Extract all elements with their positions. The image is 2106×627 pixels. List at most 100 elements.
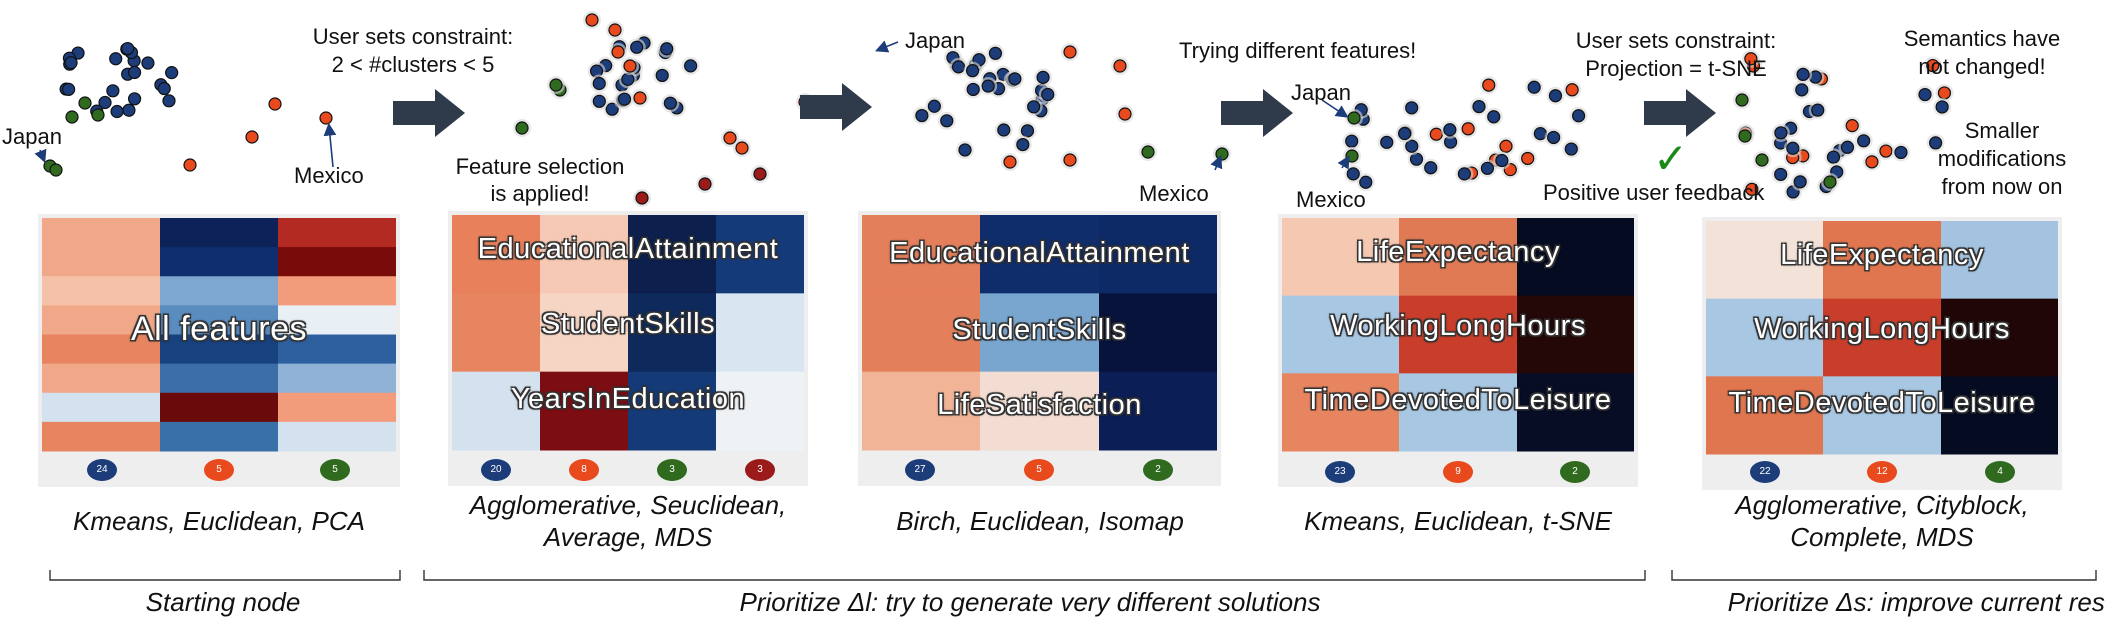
scatter-point [98, 95, 112, 110]
heatmap-labels-5: LifeExpectancy WorkingLongHours TimeDevo… [1706, 221, 2058, 454]
scatter-point [1405, 139, 1419, 153]
scatter-point [1398, 126, 1412, 141]
scatter-point [617, 92, 632, 106]
annotation-smaller-3: from now on [1941, 174, 2063, 199]
scatter-point [1495, 153, 1509, 168]
scatter-point [245, 130, 259, 144]
annotation-mexico-3: Mexico [1139, 181, 1209, 206]
cluster-badge: 22 [1750, 461, 1780, 483]
scatter-point [1823, 175, 1837, 189]
scatter-point [1521, 151, 1535, 166]
scatter-point [127, 92, 142, 106]
feature-label: WorkingLongHours [1330, 310, 1586, 342]
cluster-badge: 5 [204, 459, 234, 481]
heatmap-cell [278, 334, 396, 365]
arrow-right-icon [800, 83, 872, 131]
arrow-right-icon [393, 89, 465, 137]
scatter-point [1429, 127, 1443, 141]
heatmap-labels-2: EducationalAttainment StudentSkills Year… [452, 215, 804, 450]
scatter-point [1565, 83, 1579, 97]
scatter-point [698, 177, 712, 191]
feature-label: TimeDevotedToLeisure [1728, 387, 2036, 419]
scatter-point [62, 82, 76, 96]
scatter-point [981, 79, 995, 93]
cluster-badge: 3 [657, 459, 687, 481]
scatter-point [997, 123, 1011, 137]
heatmap-cell [278, 305, 396, 335]
scatter-point [915, 108, 929, 123]
cluster-badge: 20 [481, 459, 511, 481]
heatmap-cell [1517, 218, 1634, 297]
heatmap-cell [716, 371, 804, 451]
scatter-point [1937, 86, 1952, 100]
scatter-point [122, 103, 136, 117]
annotation-japan-4: Japan [1291, 80, 1351, 105]
scatter-point [1793, 175, 1807, 189]
scatter-point [1424, 161, 1438, 175]
heatmap-cell [1823, 221, 1941, 300]
pointer-arrow [1321, 99, 1349, 118]
annotation-smaller-1: Smaller [1964, 118, 2040, 143]
scatter-point [1564, 142, 1578, 156]
pointer-arrow [34, 148, 47, 163]
scatter-point [127, 65, 142, 80]
scatter-point [951, 60, 966, 74]
heatmap-cell [278, 421, 396, 452]
heatmap-labels-3: EducationalAttainment StudentSkills Life… [862, 215, 1217, 450]
heatmap-cell [42, 392, 160, 423]
heatmap-cell [278, 218, 396, 248]
heatmap-cell [1823, 298, 1941, 377]
scatter-point [1020, 124, 1035, 138]
scatter-point [684, 59, 698, 73]
heatmap-cell [42, 218, 160, 248]
scatter-point [110, 104, 124, 119]
scatter-point [165, 66, 179, 80]
heatmap-cell [452, 293, 540, 373]
heatmap-cell [160, 305, 278, 335]
scatter-point [735, 141, 749, 155]
scatter-point [1113, 59, 1127, 73]
heatmap-cell [1399, 218, 1517, 297]
annotation-semantics-2: not changed! [1918, 54, 2046, 79]
scatter-point [753, 167, 767, 181]
scatter-point [1745, 182, 1759, 196]
scatter-point [1845, 119, 1859, 133]
heatmap-cell [1099, 215, 1217, 294]
heatmap-cell [42, 305, 160, 335]
heatmap-cell [716, 215, 804, 294]
annotation-trying-features: Trying different features! [1179, 38, 1417, 63]
scatter-point [585, 13, 599, 27]
scatter-point [1118, 107, 1132, 121]
arrow-right-icon [1644, 89, 1716, 137]
scatter-point [1036, 70, 1050, 84]
annotation-mexico-1: Mexico [294, 163, 364, 188]
annotation-japan-1: Japan [2, 124, 62, 149]
feature-label: StudentSkills [540, 308, 716, 340]
scatter-point [605, 102, 619, 116]
scatter-point [1527, 80, 1541, 94]
heatmap-cell [42, 247, 160, 277]
caption-stage-5-line-2: Complete, MDS [1790, 522, 1974, 552]
scatter-point [1840, 140, 1855, 154]
scatter-point [319, 111, 333, 125]
heatmap-cell [1282, 295, 1399, 374]
scatter-point [106, 84, 120, 98]
scatter-point [1926, 58, 1940, 73]
cluster-badge: 2 [1143, 459, 1173, 481]
heatmap-cell [278, 247, 396, 277]
cluster-badge: 12 [1867, 461, 1897, 483]
scatter-point [958, 143, 972, 157]
heatmap-cell [862, 293, 980, 373]
heatmap-cell [1099, 293, 1217, 373]
feature-label: TimeDevotedToLeisure [1304, 384, 1612, 416]
phase-bracket [49, 570, 401, 581]
heatmap-cell [1941, 376, 2058, 455]
caption-stage-5-line-1: Agglomerative, Cityblock, [1735, 490, 2029, 520]
annotation-constraint-value-5: Projection = t-SNE [1585, 56, 1767, 81]
scatter-point [1003, 155, 1017, 169]
heatmap-cell [1282, 373, 1399, 452]
scatter-point [621, 72, 635, 86]
heatmap-cell [1941, 221, 2058, 300]
scatter-point [1345, 149, 1359, 163]
